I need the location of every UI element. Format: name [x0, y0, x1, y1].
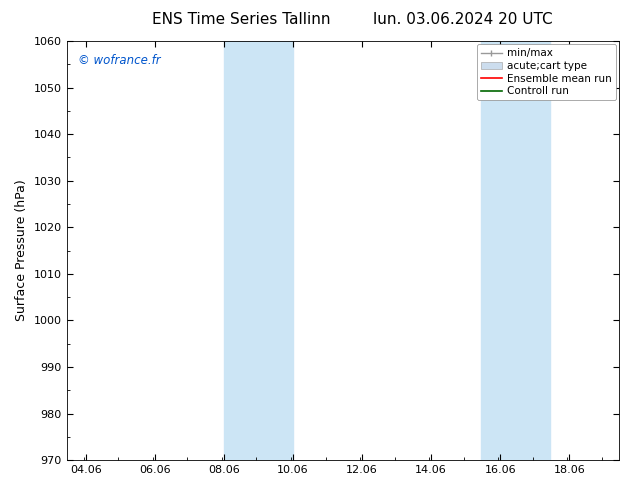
- Legend: min/max, acute;cart type, Ensemble mean run, Controll run: min/max, acute;cart type, Ensemble mean …: [477, 44, 616, 100]
- Text: © wofrance.fr: © wofrance.fr: [77, 53, 160, 67]
- Text: ENS Time Series Tallinn: ENS Time Series Tallinn: [152, 12, 330, 27]
- Bar: [224, 41, 293, 460]
- Bar: [481, 41, 550, 460]
- Y-axis label: Surface Pressure (hPa): Surface Pressure (hPa): [15, 180, 28, 321]
- Text: lun. 03.06.2024 20 UTC: lun. 03.06.2024 20 UTC: [373, 12, 553, 27]
